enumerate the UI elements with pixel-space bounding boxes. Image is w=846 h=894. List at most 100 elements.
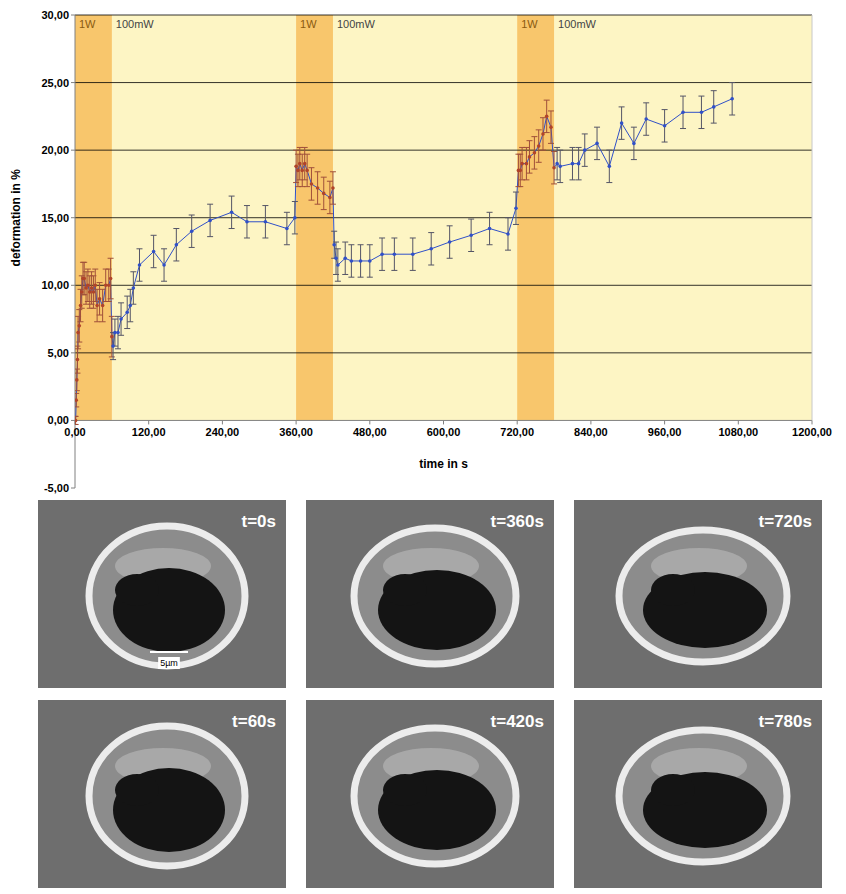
y-tick-label: 15,00 [41,212,69,224]
data-point [583,148,587,152]
error-bar [582,134,588,166]
error-bar [531,137,537,169]
data-point [730,97,734,101]
error-bar [342,242,348,274]
y-tick-label: 20,00 [41,144,69,156]
error-bar [513,192,519,224]
data-point [506,232,510,236]
data-point [429,247,433,251]
x-axis-title: time in s [419,457,468,471]
data-point [93,283,97,287]
chart: -5,000,005,0010,0015,0020,0025,0030,000,… [9,9,832,494]
data-point [595,142,599,146]
cell-outline [89,726,245,866]
cell-outline [89,526,245,666]
micrograph-background [574,500,822,688]
data-point [331,186,335,190]
x-tick-label: 480,00 [353,426,387,438]
data-point [380,252,384,256]
data-point [469,233,473,237]
data-point [113,331,117,335]
y-tick-label: -5,00 [44,482,69,494]
data-point [632,142,636,146]
cell-interior [115,574,159,606]
error-bar [662,110,668,142]
y-tick-label: 10,00 [41,279,69,291]
y-tick-label: 5,00 [48,347,69,359]
micrograph: t=780s [574,700,822,888]
data-point [175,243,179,247]
error-bar [391,238,397,270]
time-label: t=420s [491,712,544,731]
data-point [107,283,111,287]
error-bar [173,229,179,261]
error-bar [292,201,298,233]
data-point [208,219,212,223]
error-bar [379,238,385,270]
data-point [110,335,114,339]
x-tick-label: 0,00 [64,426,85,438]
data-point [518,169,522,173]
x-tick-label: 1080,00 [718,426,758,438]
y-tick-label: 30,00 [41,9,69,21]
micrograph-background [306,700,554,888]
error-bar [551,151,557,183]
error-bar [75,346,80,373]
x-tick-label: 960,00 [648,426,682,438]
data-point [230,211,234,215]
time-label: t=60s [232,712,276,731]
error-bar [136,249,142,281]
x-tick [222,420,223,424]
y-tick-label: 0,00 [48,414,69,426]
data-group [75,83,735,425]
y-tick [71,420,75,421]
cell-outline [354,728,516,864]
data-point [152,250,156,254]
data-point [525,162,529,166]
x-tick [738,420,739,424]
data-point [90,286,94,290]
data-point [76,331,80,335]
data-point [294,165,298,169]
error-bar [75,393,79,407]
cell-interior [651,774,695,806]
data-point [537,144,541,148]
data-point [520,162,524,166]
scale-bar-label: 5µm [160,658,178,668]
y-tick [71,150,75,151]
data-point [77,324,81,328]
data-point [88,290,92,294]
x-tick [443,420,444,424]
data-point [541,132,545,136]
data-point [555,162,559,166]
data-point [644,117,648,121]
error-bar [548,111,554,143]
time-label: t=720s [759,512,812,531]
data-point [620,121,624,125]
error-bar [554,147,560,179]
data-point [549,125,553,129]
data-point [700,111,704,115]
cell-interior [383,574,427,606]
error-bar [327,181,333,213]
error-bar [100,289,106,321]
error-bar [108,258,114,299]
error-bar [711,91,717,123]
error-bar [428,233,434,265]
error-bar [80,262,86,294]
data-point [80,290,84,294]
data-point [334,256,338,260]
error-bar [315,172,321,204]
data-point [298,162,302,166]
data-point [411,252,415,256]
data-point [75,419,77,423]
error-bar [161,249,167,281]
micrograph-background [38,500,286,688]
cell-interior [643,572,767,648]
error-bar [321,177,327,209]
error-bar [229,196,235,228]
error-bar [127,289,133,321]
data-point [125,311,129,315]
micrograph-background [38,700,286,888]
error-bar [130,272,136,304]
